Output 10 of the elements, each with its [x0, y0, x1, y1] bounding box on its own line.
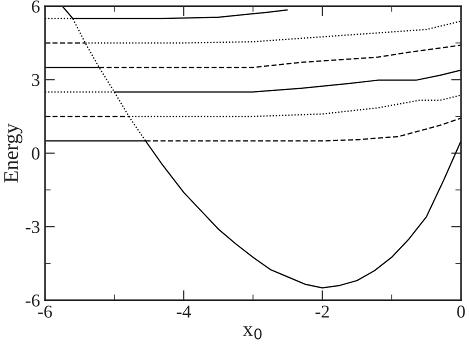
x-axis-title: x$_{0}$ — [242, 326, 262, 340]
y-tick-label: -3 — [26, 220, 40, 234]
y-tick-label: 3 — [32, 74, 40, 86]
y-tick-label: 6 — [32, 0, 40, 13]
y-axis-title: Energy — [4, 123, 22, 182]
x-tick-label: -4 — [176, 306, 191, 318]
y-tick-label: 0 — [32, 147, 40, 160]
y-tick-label: -6 — [26, 294, 40, 307]
x-tick-label: -2 — [316, 306, 329, 318]
x-tick-label: 0 — [457, 306, 465, 318]
